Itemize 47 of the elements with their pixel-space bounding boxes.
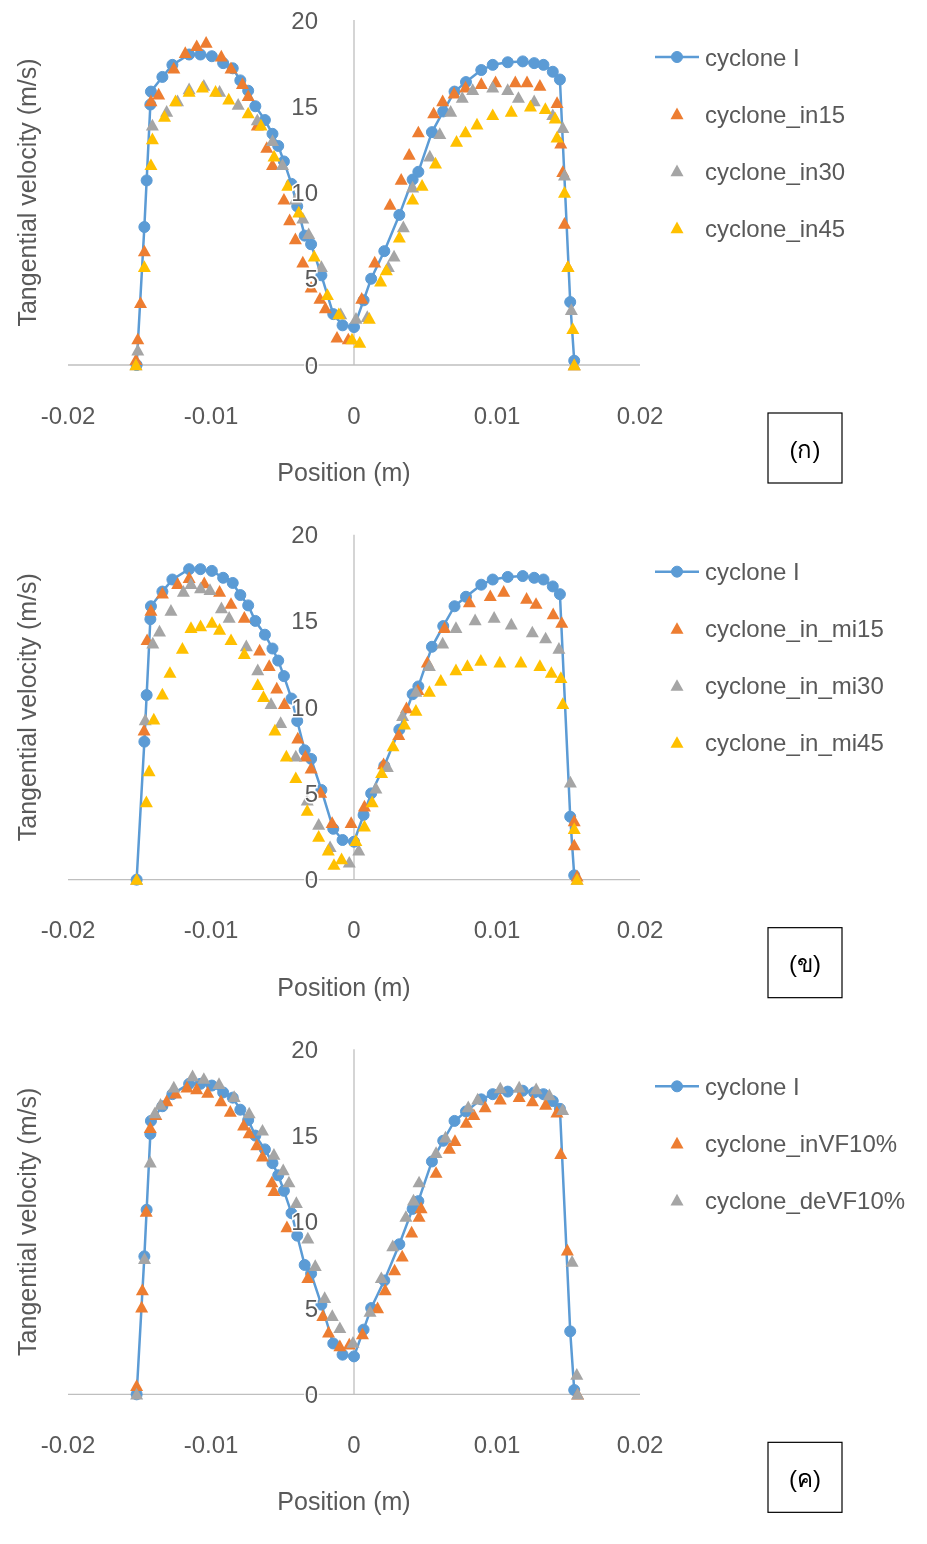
x-tick-label: -0.02 <box>40 1430 96 1458</box>
x-axis-title: Position (m) <box>277 972 411 1001</box>
y-tick-label: 20 <box>291 521 318 549</box>
y-tick-label: 15 <box>291 92 318 120</box>
legend-label: cyclone_in_mi15 <box>705 615 884 643</box>
y-tick-label: 10 <box>291 179 318 206</box>
y-tick-label: 0 <box>304 351 318 379</box>
y-axis-title: Tangential velocity (m/s) <box>13 573 41 842</box>
x-tick-label: 0.02 <box>616 916 664 944</box>
legend-label: cyclone I <box>705 558 800 586</box>
x-tick-label: -0.02 <box>40 916 96 944</box>
y-tick-label: 0 <box>304 1380 318 1408</box>
legend-label: cyclone_in_mi45 <box>705 729 884 757</box>
legend-label: cyclone_in45 <box>705 214 846 242</box>
y-axis-title: Tangential velocity (m/s) <box>13 1087 41 1356</box>
x-tick-label: -0.01 <box>183 916 239 944</box>
y-tick-label: 15 <box>291 1122 318 1150</box>
y-axis-title: Tangential velocity (m/s) <box>13 58 41 327</box>
legend-label: cyclone_in_mi30 <box>705 672 884 700</box>
legend-label: cyclone_inVF10% <box>705 1129 898 1157</box>
x-tick-label: -0.02 <box>40 401 96 429</box>
x-tick-label: -0.01 <box>183 401 239 429</box>
y-tick-label: 20 <box>291 1035 318 1063</box>
legend-label: cyclone I <box>705 1072 800 1100</box>
x-tick-label: -0.01 <box>183 1430 239 1458</box>
legend-label: cyclone_in15 <box>705 100 846 128</box>
legend-label: cyclone I <box>705 43 800 71</box>
text: (ค) <box>789 1464 821 1492</box>
x-tick-label: 0 <box>347 401 361 429</box>
x-tick-label: 0.01 <box>473 1430 521 1458</box>
x-tick-label: 0.01 <box>473 401 521 429</box>
legend-label: cyclone_in30 <box>705 157 846 185</box>
text: (ข) <box>789 950 821 978</box>
x-axis-title: Position (m) <box>277 458 411 486</box>
y-tick-label: 20 <box>291 6 318 34</box>
y-tick-label: 5 <box>304 1294 318 1322</box>
x-tick-label: 0.02 <box>616 401 664 429</box>
legend-label: cyclone_deVF10% <box>705 1186 906 1214</box>
x-tick-label: 0.02 <box>616 1430 664 1458</box>
text: (ก) <box>789 435 821 463</box>
y-tick-label: 15 <box>291 607 318 635</box>
x-axis-title: Position (m) <box>277 1487 411 1516</box>
y-tick-label: 5 <box>304 779 318 807</box>
x-tick-label: 0 <box>347 1430 361 1458</box>
x-tick-label: 0 <box>347 916 361 944</box>
y-tick-label: 0 <box>304 866 318 894</box>
x-tick-label: 0.01 <box>473 916 521 944</box>
